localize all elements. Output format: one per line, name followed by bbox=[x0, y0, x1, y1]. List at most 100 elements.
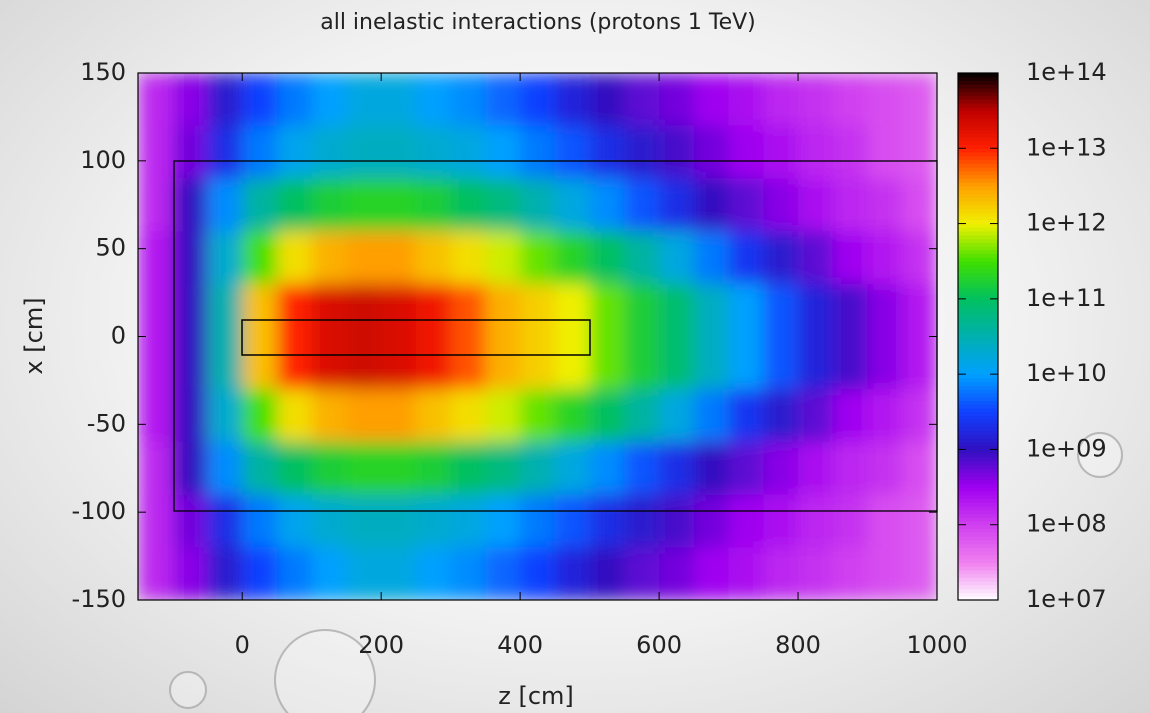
heatmap-cell bbox=[346, 125, 382, 179]
heatmap-cell bbox=[832, 441, 869, 496]
heatmap-cell bbox=[902, 178, 937, 232]
heatmap-cell bbox=[659, 494, 695, 548]
colorbar-swatch bbox=[958, 362, 998, 368]
heatmap-cell bbox=[242, 441, 278, 496]
heatmap-cell bbox=[867, 441, 903, 496]
heatmap-cell bbox=[763, 494, 799, 548]
heatmap-cell bbox=[728, 125, 764, 179]
heatmap-cell bbox=[763, 441, 799, 496]
heatmap-cell bbox=[902, 283, 937, 337]
heatmap-cell bbox=[693, 494, 730, 548]
heatmap-cell bbox=[138, 125, 174, 179]
heatmap-cell bbox=[728, 231, 764, 285]
x-tick-label: 600 bbox=[636, 631, 682, 659]
colorbar-swatch bbox=[958, 88, 998, 93]
colorbar-swatch bbox=[958, 110, 998, 115]
colorbar-tick-label: 1e+14 bbox=[1026, 58, 1107, 86]
heatmap-cell bbox=[485, 231, 521, 285]
colorbar-tick-label: 1e+10 bbox=[1026, 359, 1107, 387]
colorbar-swatch bbox=[958, 498, 998, 503]
heatmap-cell bbox=[589, 73, 625, 127]
heatmap-cell bbox=[520, 283, 556, 337]
colorbar-swatch bbox=[958, 411, 998, 417]
heatmap-cell bbox=[485, 441, 521, 496]
heatmap-cell bbox=[589, 547, 625, 600]
heatmap-cell bbox=[138, 73, 174, 127]
colorbar-swatch bbox=[958, 430, 998, 435]
heatmap-cell bbox=[242, 494, 278, 548]
colorbar-swatch bbox=[958, 419, 998, 424]
colorbar-swatch bbox=[958, 438, 998, 443]
x-axis-label: z [cm] bbox=[498, 682, 574, 710]
heatmap-cell bbox=[520, 441, 556, 496]
heatmap-cell bbox=[867, 336, 903, 390]
x-tick-label: 400 bbox=[497, 631, 543, 659]
heatmap-cell bbox=[346, 389, 382, 443]
heatmap-cell bbox=[485, 178, 521, 232]
heatmap-cell bbox=[659, 125, 695, 179]
colorbar-swatch bbox=[958, 562, 998, 567]
heatmap-cell bbox=[138, 441, 174, 496]
colorbar-swatch bbox=[958, 295, 998, 300]
heatmap-cell bbox=[589, 336, 625, 390]
colorbar-tick-label: 1e+11 bbox=[1026, 284, 1107, 312]
heatmap-cell bbox=[311, 231, 347, 285]
y-tick-label: 100 bbox=[80, 146, 126, 174]
colorbar-swatch bbox=[958, 532, 998, 537]
heatmap-cell bbox=[832, 125, 869, 179]
heatmap-cell bbox=[381, 73, 417, 127]
heatmap-cell bbox=[276, 389, 313, 443]
heatmap-cell bbox=[693, 547, 730, 600]
colorbar-swatch bbox=[958, 159, 998, 164]
heatmap-cell bbox=[902, 494, 937, 548]
heatmap-cell bbox=[450, 494, 486, 548]
heatmap-cell bbox=[520, 73, 556, 127]
heatmap-cell bbox=[450, 283, 486, 337]
colorbar-swatch bbox=[958, 133, 998, 138]
heatmap-cell bbox=[311, 125, 347, 179]
heatmap-cell bbox=[693, 231, 730, 285]
colorbar-swatch bbox=[958, 219, 998, 225]
colorbar-swatch bbox=[958, 261, 998, 266]
colorbar-swatch bbox=[958, 125, 998, 130]
heatmap-cell bbox=[381, 336, 417, 390]
heatmap-cell bbox=[763, 283, 799, 337]
colorbar-swatch bbox=[958, 268, 998, 274]
heatmap-cell bbox=[798, 441, 834, 496]
colorbar-swatch bbox=[958, 415, 998, 420]
y-tick-label: 0 bbox=[111, 322, 126, 350]
colorbar-swatch bbox=[958, 227, 998, 232]
colorbar-swatch bbox=[958, 392, 998, 398]
heatmap-cell bbox=[763, 178, 799, 232]
heatmap-cell bbox=[589, 178, 625, 232]
colorbar-swatch bbox=[958, 359, 998, 364]
colorbar-swatch bbox=[958, 588, 998, 593]
heatmap-cell bbox=[276, 125, 313, 179]
colorbar-swatch bbox=[958, 505, 998, 511]
heatmap-cell bbox=[554, 336, 591, 390]
colorbar-swatch bbox=[958, 381, 998, 386]
heatmap-cell bbox=[832, 494, 869, 548]
heatmap-cell bbox=[867, 178, 903, 232]
colorbar-swatch bbox=[958, 253, 998, 258]
colorbar-swatch bbox=[958, 118, 998, 123]
heatmap-cell bbox=[172, 73, 208, 127]
heatmap-cell bbox=[207, 231, 243, 285]
colorbar-swatch bbox=[958, 577, 998, 582]
heatmap-cell bbox=[798, 389, 834, 443]
colorbar-swatch bbox=[958, 80, 998, 85]
colorbar-swatch bbox=[958, 84, 998, 89]
decor-bubble bbox=[169, 671, 207, 709]
colorbar-swatch bbox=[958, 189, 998, 194]
colorbar-swatch bbox=[958, 321, 998, 326]
heatmap-cell bbox=[346, 547, 382, 600]
heatmap-cell bbox=[415, 441, 452, 496]
y-tick-label: 50 bbox=[95, 234, 126, 262]
heatmap-cell bbox=[728, 389, 764, 443]
heatmap-cell bbox=[659, 547, 695, 600]
heatmap-cell bbox=[763, 231, 799, 285]
colorbar-swatch bbox=[958, 283, 998, 289]
colorbar-swatch bbox=[958, 408, 998, 413]
colorbar-swatch bbox=[958, 185, 998, 191]
